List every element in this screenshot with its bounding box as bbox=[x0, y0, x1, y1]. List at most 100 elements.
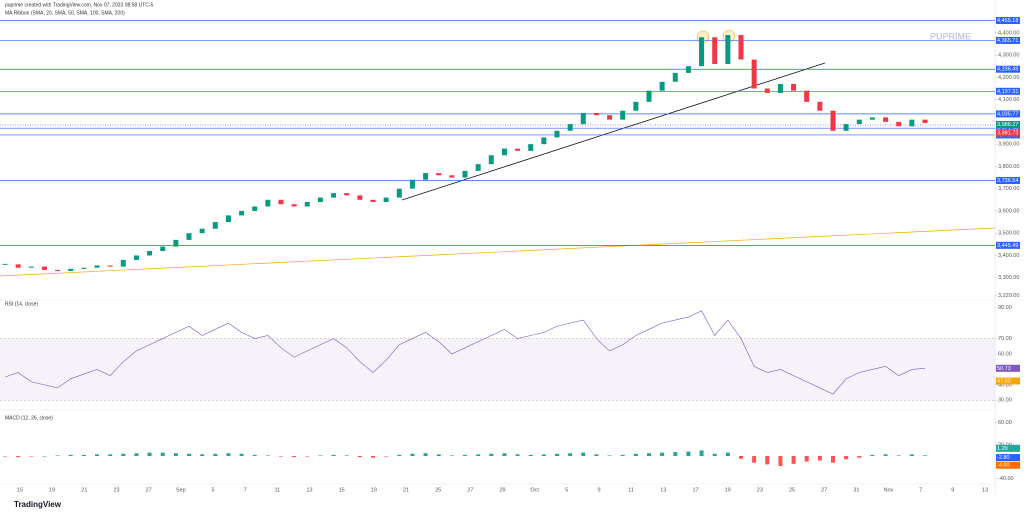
macd-label-bg bbox=[996, 444, 1020, 452]
candle-body bbox=[593, 112, 599, 116]
macd-bar bbox=[3, 456, 7, 457]
price-label: 3,988.27 bbox=[997, 122, 1018, 128]
candle-body bbox=[659, 81, 665, 91]
candle-body bbox=[15, 264, 21, 268]
brand: TradingView bbox=[14, 500, 62, 509]
x-tick-label: 25 bbox=[435, 487, 441, 493]
candle-body bbox=[94, 265, 100, 268]
x-tick-label: 19 bbox=[725, 487, 731, 493]
macd-bar bbox=[16, 456, 21, 458]
rsi-ma-label-bg bbox=[996, 377, 1020, 385]
x-tick-label: 27 bbox=[821, 487, 827, 493]
macd-bar bbox=[331, 454, 336, 456]
candle-body bbox=[685, 66, 691, 73]
candle-body bbox=[133, 255, 139, 260]
x-tick-label: 13 bbox=[982, 487, 988, 493]
level-label: 3,445.49 bbox=[997, 243, 1018, 249]
candle-body bbox=[501, 148, 507, 156]
macd-bar bbox=[423, 453, 428, 456]
candle-body bbox=[580, 112, 586, 125]
rsi-ma-label: 47.02 bbox=[997, 378, 1011, 384]
candle-body bbox=[922, 119, 928, 123]
x-tick-label: 27 bbox=[467, 487, 473, 493]
macd-bar bbox=[791, 456, 796, 464]
candle-body bbox=[239, 210, 245, 216]
candle-body bbox=[777, 84, 783, 93]
candle-body bbox=[370, 199, 376, 203]
candle-body bbox=[462, 170, 468, 178]
rsi-line bbox=[4, 310, 926, 395]
price-label: 3,981.73 bbox=[997, 130, 1018, 136]
level-label: 4,455.18 bbox=[997, 18, 1018, 24]
x-tick-label: 11 bbox=[274, 487, 280, 493]
x-tick-label: 9 bbox=[951, 487, 954, 493]
x-tick-label: 27 bbox=[146, 487, 152, 493]
candle-body bbox=[804, 90, 810, 102]
x-tick-label: 29 bbox=[499, 487, 505, 493]
candle-body bbox=[883, 117, 889, 122]
x-tick-label: 11 bbox=[628, 487, 634, 493]
y-tick-label: 4,100.00 bbox=[998, 97, 1019, 103]
candle-body bbox=[383, 197, 389, 203]
macd-bar bbox=[673, 452, 678, 456]
macd-bar bbox=[607, 455, 612, 456]
macd-bar bbox=[265, 455, 270, 456]
y-tick-label: 4,400.00 bbox=[998, 30, 1019, 36]
candle-body bbox=[304, 202, 310, 207]
candle-body bbox=[515, 148, 521, 151]
candle-body bbox=[186, 233, 192, 240]
level-label-bg bbox=[996, 36, 1020, 44]
macd-label: 1.20 bbox=[997, 446, 1008, 452]
macd-bar bbox=[844, 456, 849, 460]
macd-bar bbox=[502, 453, 507, 456]
candle-body bbox=[672, 72, 678, 82]
candle-body bbox=[475, 164, 481, 171]
macd-bar bbox=[568, 453, 573, 456]
x-tick-label: 5 bbox=[565, 487, 568, 493]
candle-body bbox=[41, 266, 47, 270]
macd-bar bbox=[292, 456, 297, 458]
macd-bar bbox=[594, 454, 599, 456]
rsi-label: 50.73 bbox=[997, 366, 1011, 372]
rsi-band bbox=[0, 338, 995, 401]
candle-body bbox=[541, 137, 547, 145]
macd-bar bbox=[489, 453, 494, 456]
macd-bar bbox=[476, 454, 481, 456]
candle-body bbox=[869, 117, 875, 120]
macd-bar bbox=[633, 453, 638, 456]
candle-body bbox=[436, 173, 442, 176]
y-tick-label: 3,220.00 bbox=[998, 293, 1019, 299]
candle-body bbox=[896, 121, 902, 127]
macd-bar bbox=[778, 456, 783, 467]
y-tick-label: 70.00 bbox=[998, 336, 1012, 342]
watermark: PUPRIME bbox=[930, 31, 971, 41]
x-tick-label: 19 bbox=[49, 487, 55, 493]
x-tick-label: Nov bbox=[884, 487, 894, 493]
rsi-label-bg bbox=[996, 364, 1020, 372]
x-tick-label: 13 bbox=[660, 487, 666, 493]
x-tick-label: 9 bbox=[597, 487, 600, 493]
macd-bar bbox=[279, 456, 283, 457]
y-tick-label: 3,800.00 bbox=[998, 164, 1019, 170]
candle-body bbox=[278, 199, 284, 205]
level-label-bg bbox=[996, 87, 1020, 95]
candle-body bbox=[409, 179, 415, 189]
macd-bar bbox=[765, 456, 770, 465]
macd-bar bbox=[739, 456, 743, 459]
x-tick-label: 23 bbox=[757, 487, 763, 493]
macd-bar bbox=[436, 454, 441, 456]
x-tick-label: 21 bbox=[81, 487, 87, 493]
level-label: 3,971.58 bbox=[997, 126, 1018, 132]
macd-bar bbox=[725, 452, 730, 456]
candle-body bbox=[2, 263, 8, 265]
macd-title: MACD (12, 26, close) bbox=[5, 415, 53, 421]
level-label-bg bbox=[996, 177, 1020, 185]
macd-bar bbox=[95, 454, 99, 456]
macd-bar bbox=[68, 454, 73, 456]
macd-bar bbox=[147, 452, 152, 456]
macd-label: -2.80 bbox=[997, 455, 1010, 461]
candle-body bbox=[909, 119, 915, 127]
candle-body bbox=[646, 90, 652, 102]
candle-body bbox=[160, 246, 166, 252]
